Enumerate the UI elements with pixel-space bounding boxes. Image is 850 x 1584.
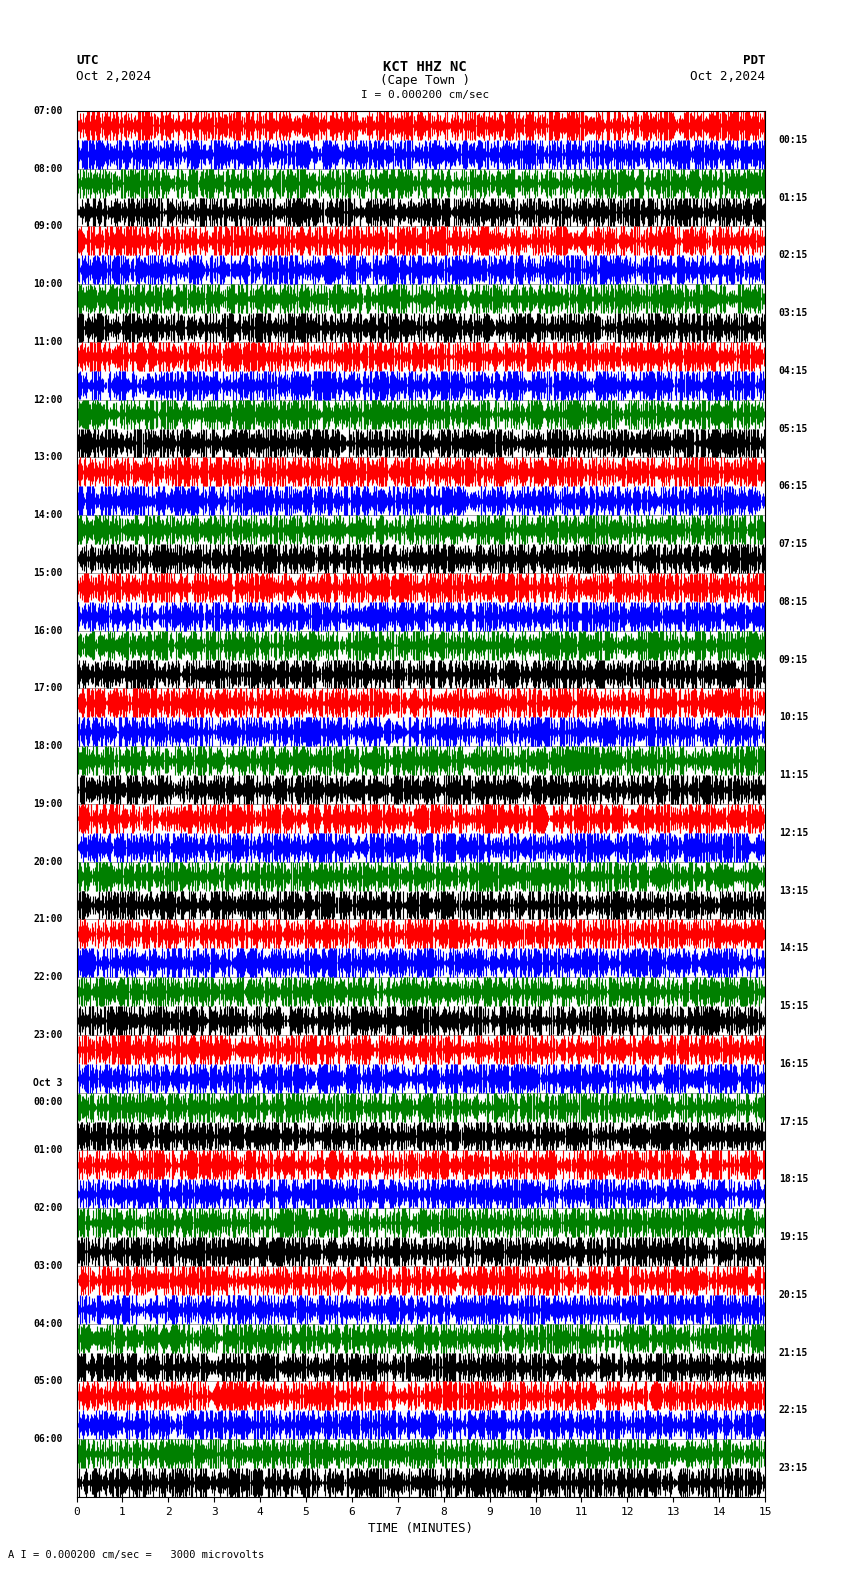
Text: 12:00: 12:00 <box>33 394 63 404</box>
Text: 01:15: 01:15 <box>779 193 808 203</box>
Text: 16:00: 16:00 <box>33 626 63 635</box>
Text: 19:00: 19:00 <box>33 798 63 809</box>
Text: 03:00: 03:00 <box>33 1261 63 1270</box>
Text: Oct 3: Oct 3 <box>33 1079 63 1088</box>
Text: 14:00: 14:00 <box>33 510 63 520</box>
Text: 00:00: 00:00 <box>33 1098 63 1107</box>
Text: 01:00: 01:00 <box>33 1145 63 1155</box>
Text: 17:00: 17:00 <box>33 683 63 694</box>
Text: 05:15: 05:15 <box>779 423 808 434</box>
Text: 07:00: 07:00 <box>33 106 63 116</box>
Text: (Cape Town ): (Cape Town ) <box>380 74 470 87</box>
Text: 10:15: 10:15 <box>779 713 808 722</box>
Text: 18:00: 18:00 <box>33 741 63 751</box>
Text: 03:15: 03:15 <box>779 307 808 318</box>
Text: 08:00: 08:00 <box>33 163 63 174</box>
Text: 07:15: 07:15 <box>779 539 808 550</box>
Text: 02:00: 02:00 <box>33 1204 63 1213</box>
Text: 17:15: 17:15 <box>779 1117 808 1126</box>
Text: 11:00: 11:00 <box>33 337 63 347</box>
Text: 21:15: 21:15 <box>779 1348 808 1357</box>
Text: 06:00: 06:00 <box>33 1434 63 1445</box>
Text: 04:15: 04:15 <box>779 366 808 375</box>
Text: 18:15: 18:15 <box>779 1174 808 1185</box>
Text: 23:00: 23:00 <box>33 1030 63 1039</box>
Text: 02:15: 02:15 <box>779 250 808 260</box>
X-axis label: TIME (MINUTES): TIME (MINUTES) <box>368 1522 473 1535</box>
Text: 05:00: 05:00 <box>33 1376 63 1386</box>
Text: 22:00: 22:00 <box>33 973 63 982</box>
Text: 00:15: 00:15 <box>779 135 808 144</box>
Text: 10:00: 10:00 <box>33 279 63 290</box>
Text: 15:00: 15:00 <box>33 569 63 578</box>
Text: 20:00: 20:00 <box>33 857 63 866</box>
Text: Oct 2,2024: Oct 2,2024 <box>76 70 151 82</box>
Text: I = 0.000200 cm/sec: I = 0.000200 cm/sec <box>361 90 489 100</box>
Text: 09:00: 09:00 <box>33 222 63 231</box>
Text: 04:00: 04:00 <box>33 1318 63 1329</box>
Text: 11:15: 11:15 <box>779 770 808 779</box>
Text: UTC: UTC <box>76 54 99 67</box>
Text: KCT HHZ NC: KCT HHZ NC <box>383 60 467 73</box>
Text: 19:15: 19:15 <box>779 1232 808 1242</box>
Text: 06:15: 06:15 <box>779 482 808 491</box>
Text: 13:15: 13:15 <box>779 885 808 895</box>
Text: 08:15: 08:15 <box>779 597 808 607</box>
Text: 13:00: 13:00 <box>33 453 63 463</box>
Text: 23:15: 23:15 <box>779 1464 808 1473</box>
Text: 20:15: 20:15 <box>779 1289 808 1300</box>
Text: 15:15: 15:15 <box>779 1001 808 1011</box>
Text: PDT: PDT <box>743 54 765 67</box>
Text: A I = 0.000200 cm/sec =   3000 microvolts: A I = 0.000200 cm/sec = 3000 microvolts <box>8 1551 264 1560</box>
Text: 14:15: 14:15 <box>779 942 808 954</box>
Text: 09:15: 09:15 <box>779 654 808 665</box>
Text: Oct 2,2024: Oct 2,2024 <box>690 70 765 82</box>
Text: 12:15: 12:15 <box>779 828 808 838</box>
Text: 21:00: 21:00 <box>33 914 63 925</box>
Text: 16:15: 16:15 <box>779 1058 808 1069</box>
Text: 22:15: 22:15 <box>779 1405 808 1415</box>
